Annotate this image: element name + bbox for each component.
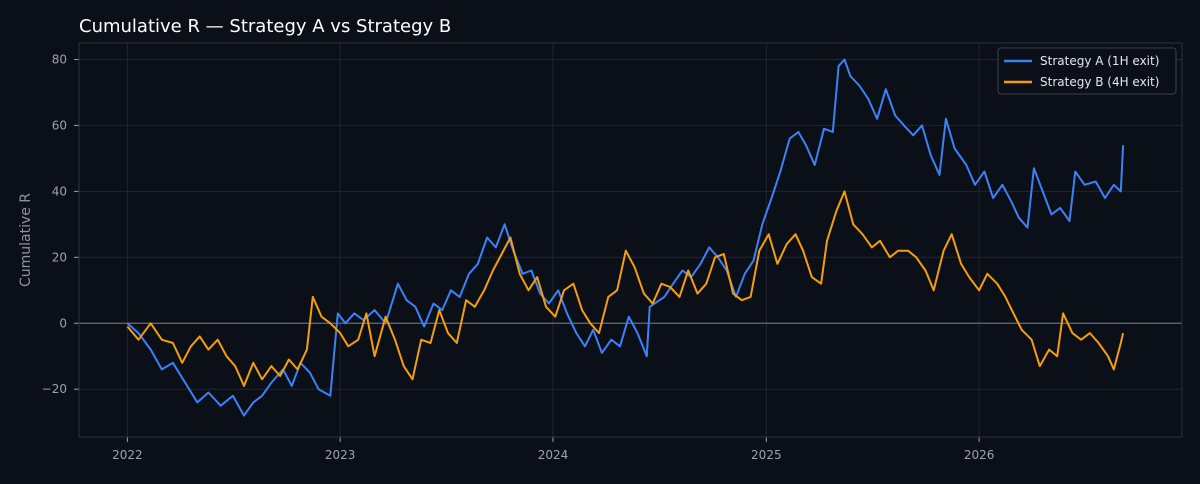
plot-frame (78, 42, 1183, 438)
legend-label: Strategy B (4H exit) (1040, 75, 1159, 89)
y-tick-label: 60 (52, 118, 67, 132)
series-line-strategy-a (126, 58, 1125, 417)
x-tick-label: 2026 (964, 448, 995, 462)
legend-box (997, 47, 1177, 95)
axes: 2022 2023 2024 2025 2026 −20 0 20 40 60 80 (42, 42, 1183, 462)
series-line-strategy-b (126, 190, 1125, 387)
series-lines (126, 58, 1125, 417)
legend-label: Strategy A (1H exit) (1040, 54, 1159, 68)
x-tick-label: 2022 (112, 448, 143, 462)
chart-title: Cumulative R — Strategy A vs Strategy B (79, 16, 451, 37)
x-tick-label: 2023 (325, 448, 356, 462)
y-tick-label: −20 (42, 382, 67, 396)
y-axis-label: Cumulative R (18, 193, 34, 287)
y-tick-label: 20 (52, 250, 67, 264)
x-tick-label: 2024 (538, 448, 569, 462)
y-tick-label: 0 (59, 316, 67, 330)
x-tick-label: 2025 (751, 448, 782, 462)
legend: Strategy A (1H exit) Strategy B (4H exit) (997, 47, 1177, 95)
y-tick-label: 80 (52, 52, 67, 66)
y-tick-label: 40 (52, 184, 67, 198)
